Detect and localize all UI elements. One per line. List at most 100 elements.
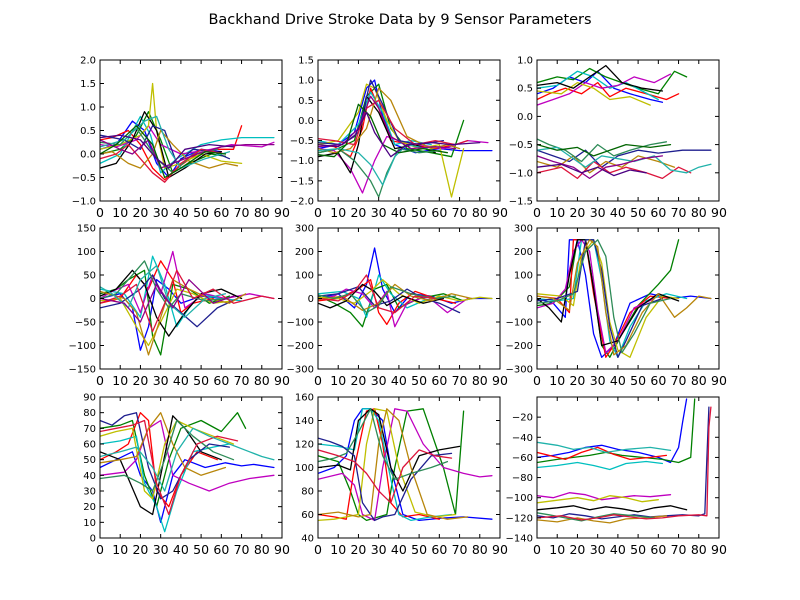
x-tick-label: 0 (96, 205, 104, 220)
y-tick-label: −300 (506, 365, 533, 376)
x-tick-label: 40 (173, 205, 189, 220)
x-tick-label: 0 (314, 205, 322, 220)
x-tick-label: 90 (274, 542, 290, 557)
subplot-9-series-4 (537, 460, 664, 471)
x-tick-label: 40 (391, 542, 407, 557)
subplot-3-frame (536, 59, 720, 202)
subplot-7-series-8 (100, 412, 231, 500)
x-tick-label: 90 (711, 205, 727, 220)
y-tick-label: −100 (506, 493, 533, 504)
y-tick-label: 1.0 (80, 103, 96, 114)
y-tick-label: 1.0 (298, 76, 314, 87)
subplot-2-series-14 (318, 103, 449, 158)
subplot-3-traces (537, 64, 712, 180)
x-tick-label: 20 (350, 205, 366, 220)
subplot-6-series-10 (537, 239, 672, 354)
x-tick-label: 50 (193, 542, 209, 557)
x-tick-label: 40 (610, 373, 626, 388)
subplot-7: 0 10 20 30 40 50 60 70 80 90 0 10 20 30 40 50 60 70 80 90 (83, 393, 290, 558)
y-tick-label: −120 (506, 513, 533, 524)
y-tick-label: 140 (295, 416, 314, 427)
subplot-7-series-10 (100, 419, 235, 492)
y-tick-label: 30 (83, 487, 96, 498)
y-tick-label: −40 (512, 433, 533, 444)
subplot-6-series-6 (537, 239, 680, 358)
y-tick-label: −200 (287, 341, 314, 352)
y-tick-label: 50 (83, 455, 96, 466)
y-tick-label: 40 (301, 534, 314, 545)
x-tick-label: 50 (630, 373, 646, 388)
y-tick-label: −60 (512, 453, 533, 464)
subplot-3-series-5 (537, 73, 672, 106)
x-tick-label: 40 (173, 373, 189, 388)
subplot-1-series-5 (100, 125, 275, 155)
y-tick-label: 200 (514, 247, 533, 258)
x-tick-label: 80 (254, 373, 270, 388)
x-tick-label: 70 (234, 373, 250, 388)
subplot-9-series-8 (537, 406, 710, 520)
subplot-9-series-11 (537, 406, 712, 521)
y-tick-label: −50 (75, 318, 96, 329)
y-tick-label: −1.0 (509, 168, 533, 179)
subplot-3-series-11 (537, 160, 692, 180)
subplot-9-frame (536, 396, 720, 539)
subplot-8-series-6 (318, 408, 457, 522)
x-tick-label: 30 (371, 205, 387, 220)
y-tick-label: −0.5 (290, 136, 314, 147)
subplot-7-series-12 (100, 427, 275, 492)
y-tick-label: −1.0 (72, 197, 96, 208)
subplot-1-series-15 (100, 134, 235, 169)
x-tick-label: 30 (153, 373, 169, 388)
x-tick-label: 60 (431, 205, 447, 220)
y-tick-label: 120 (295, 440, 314, 451)
subplot-3-series-13 (537, 155, 664, 180)
x-tick-label: 20 (350, 373, 366, 388)
x-tick-label: 60 (431, 542, 447, 557)
x-tick-label: 60 (650, 373, 666, 388)
y-tick-label: 100 (295, 271, 314, 282)
subplot-1-series-9 (100, 129, 239, 169)
x-tick-label: 30 (590, 205, 606, 220)
x-tick-label: 0 (96, 373, 104, 388)
x-tick-label: 70 (452, 373, 468, 388)
x-tick-label: 0 (314, 542, 322, 557)
subplot-3-series-8 (537, 149, 712, 168)
subplot-3: 0 10 20 30 40 50 60 70 80 90 −1.5 −1.0 −0.5 0.0 0.5 1.0 (509, 56, 727, 221)
x-tick-label: 10 (549, 542, 565, 557)
x-tick-label: 90 (492, 373, 508, 388)
subplot-5-series-7 (318, 283, 445, 309)
subplot-7-frame (99, 396, 283, 539)
y-tick-label: 0 (527, 294, 533, 305)
y-tick-label: 80 (83, 408, 96, 419)
subplot-7-traces (100, 412, 275, 533)
x-tick-label: 20 (569, 205, 585, 220)
y-tick-label: 40 (83, 471, 96, 482)
subplot-5-series-8 (318, 286, 461, 314)
x-tick-label: 30 (153, 542, 169, 557)
x-tick-label: 10 (330, 542, 346, 557)
x-tick-label: 70 (452, 542, 468, 557)
x-tick-label: 90 (274, 205, 290, 220)
subplot-2: 0 10 20 30 40 50 60 70 80 90 −2.0 −1.5 −1.0 −0.5 0.0 0.… (290, 56, 508, 221)
x-tick-label: 20 (132, 373, 148, 388)
x-tick-label: 40 (391, 373, 407, 388)
subplot-2-series-15 (318, 111, 481, 158)
y-tick-label: −150 (69, 365, 96, 376)
subplot-7-series-6 (100, 419, 235, 500)
y-tick-label: −0.5 (509, 140, 533, 151)
y-tick-label: −1.5 (290, 176, 314, 187)
subplot-grid: 0 10 20 30 40 50 60 70 80 90 −1.0 −0.5 0.0 0.5 1.0 1.5 2… (69, 56, 727, 558)
x-tick-label: 10 (549, 205, 565, 220)
subplot-7-series-3 (100, 412, 218, 508)
x-tick-label: 50 (411, 205, 427, 220)
subplot-4-series-13 (100, 279, 235, 323)
subplot-3-series-12 (537, 146, 712, 174)
y-tick-label: 1.0 (517, 56, 533, 67)
x-tick-label: 80 (691, 373, 707, 388)
y-tick-label: 1.5 (80, 79, 96, 90)
y-tick-label: 50 (83, 271, 96, 282)
x-tick-label: 0 (96, 542, 104, 557)
subplot-6-traces (537, 239, 712, 358)
x-tick-label: 30 (371, 373, 387, 388)
x-tick-label: 20 (350, 542, 366, 557)
